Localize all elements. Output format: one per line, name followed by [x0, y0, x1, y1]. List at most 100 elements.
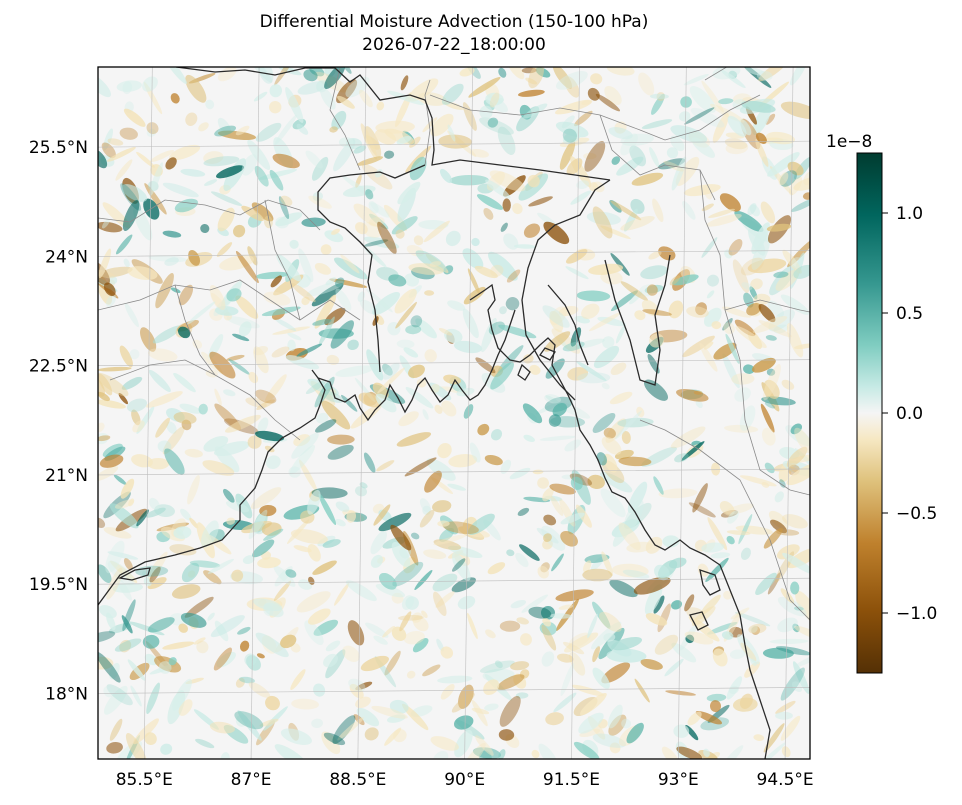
field-cell: [261, 306, 301, 317]
field-cell: [256, 399, 275, 410]
field-cell: [498, 729, 515, 741]
field-cell: [528, 196, 553, 207]
field-cell: [550, 496, 564, 516]
field-cell: [180, 168, 206, 177]
field-cell: [263, 528, 284, 541]
field-cell: [162, 230, 182, 238]
lat-tick-label: 22.5°N: [29, 357, 88, 377]
field-cell: [489, 170, 526, 192]
field-cell: [654, 634, 679, 655]
field-cell: [646, 284, 658, 296]
lat-tick-label: 18°N: [45, 684, 88, 704]
field-cell: [176, 528, 184, 536]
field-cell: [664, 658, 684, 677]
field-cell: [522, 403, 543, 424]
field-cell: [254, 430, 285, 442]
field-cell: [315, 419, 337, 433]
field-cell: [773, 271, 789, 278]
field-cell: [744, 67, 767, 76]
field-cell: [603, 453, 618, 473]
field-cell: [298, 459, 318, 492]
field-cell: [209, 285, 226, 310]
field-cell: [439, 168, 453, 184]
field-cell: [333, 139, 356, 172]
field-cell: [107, 551, 139, 560]
field-cell: [582, 568, 613, 582]
field-cell: [98, 373, 113, 396]
field-cell: [235, 250, 259, 284]
field-cell: [685, 634, 695, 644]
field-cell: [255, 632, 289, 658]
field-cell: [202, 460, 235, 476]
field-cell: [441, 83, 464, 105]
field-cell: [98, 73, 111, 98]
field-cell: [611, 156, 621, 165]
field-cell: [621, 431, 631, 444]
field-cell: [164, 448, 185, 475]
field-cell: [712, 648, 728, 667]
field-cell: [411, 612, 423, 623]
field-cell: [532, 469, 544, 475]
field-cell: [129, 349, 140, 360]
field-cell: [571, 684, 605, 697]
field-cell: [721, 631, 734, 640]
field-cell: [106, 742, 123, 754]
field-cell: [289, 445, 316, 475]
field-cell: [695, 710, 723, 725]
field-cell: [588, 263, 624, 275]
field-cell: [187, 474, 200, 505]
field-cell: [350, 403, 383, 429]
field-cell: [720, 745, 744, 759]
field-cell: [106, 684, 133, 706]
field-cell: [676, 746, 703, 759]
field-cell: [689, 85, 716, 113]
field-cell: [196, 640, 209, 654]
field-cell: [316, 412, 329, 424]
field-cell: [541, 624, 557, 651]
field-cell: [237, 626, 251, 635]
field-cell: [322, 539, 341, 548]
field-cell: [498, 749, 506, 759]
field-cell: [241, 154, 258, 176]
field-cell: [552, 403, 568, 417]
field-cell: [447, 483, 467, 491]
field-cell: [505, 297, 520, 311]
field-cell: [592, 601, 611, 629]
field-cell: [506, 549, 515, 557]
field-cell: [433, 751, 449, 759]
field-cell: [411, 532, 420, 540]
field-cell: [375, 169, 383, 178]
field-cell: [423, 549, 447, 559]
graticule-line-lat: [98, 359, 810, 366]
field-cell: [688, 502, 716, 518]
field-cell: [242, 555, 255, 565]
field-cell: [269, 101, 282, 114]
graticule-line-lon: [357, 67, 367, 759]
field-cell: [98, 248, 112, 279]
field-cell: [609, 742, 621, 754]
field-cell: [273, 565, 296, 587]
field-cell: [98, 366, 132, 372]
field-cell: [404, 457, 437, 477]
field-cell: [441, 400, 457, 417]
field-cell: [387, 90, 425, 106]
field-cell: [497, 126, 516, 155]
field-cell: [761, 396, 796, 406]
field-cell: [751, 237, 770, 270]
field-cell: [506, 269, 521, 283]
field-cell: [307, 489, 321, 515]
field-cell: [529, 364, 541, 375]
field-cell: [98, 651, 121, 683]
field-cell: [434, 404, 443, 414]
field-cell: [555, 589, 594, 602]
field-cell: [272, 153, 300, 169]
field-cell: [140, 327, 157, 352]
field-cell: [377, 367, 405, 394]
field-cell: [290, 529, 328, 544]
field-cell: [325, 277, 336, 286]
field-cell: [545, 712, 564, 726]
field-cell: [193, 637, 206, 645]
field-cell: [578, 712, 604, 734]
field-cell: [285, 87, 304, 123]
field-cell: [405, 324, 422, 335]
